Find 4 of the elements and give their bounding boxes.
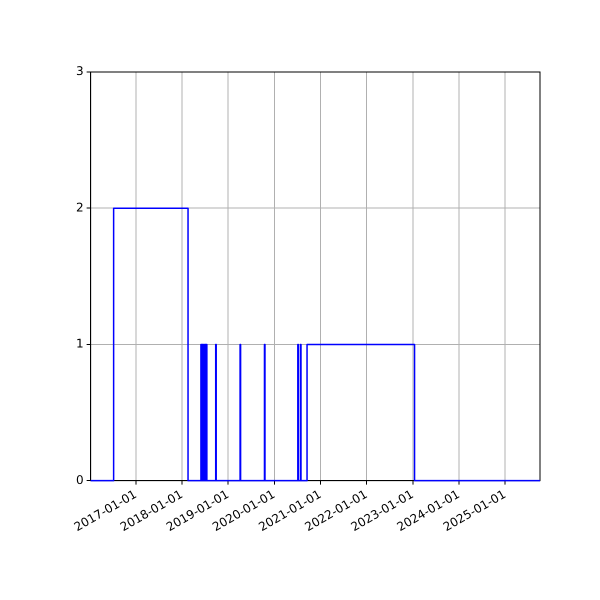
y-tick-label: 3	[76, 64, 84, 78]
y-tick-label: 0	[76, 472, 84, 487]
y-tick-label: 2	[76, 200, 84, 214]
y-tick-label: 1	[76, 336, 84, 351]
